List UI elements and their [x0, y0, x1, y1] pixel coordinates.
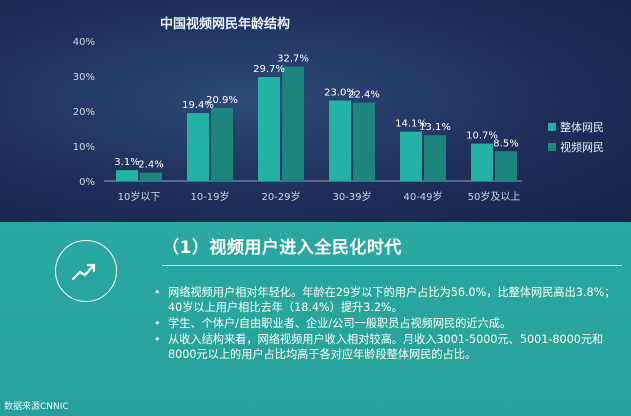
- data-label-video: 20.9%: [206, 95, 238, 106]
- legend-swatch-video: [548, 143, 556, 151]
- bullet-list: 网络视频用户相对年轻化。年龄在29岁以下的用户占比为56.0%，比整体网民高出3…: [152, 285, 620, 363]
- y-tick-label: 30%: [73, 72, 95, 83]
- bar-video: [282, 66, 304, 181]
- bar-chart: 0% 10% 20% 30% 40% 3.1%2.4% 19.4%20.9% 29.7%32…: [73, 37, 522, 203]
- bar-video: [495, 151, 517, 181]
- data-label-video: 2.4%: [138, 160, 163, 171]
- legend-swatch-overall: [548, 123, 556, 131]
- legend-label-video: 视频网民: [560, 141, 604, 154]
- legend-label-overall: 整体网民: [560, 121, 604, 134]
- data-label-overall: 29.7%: [253, 64, 285, 75]
- bar-overall: [400, 131, 422, 181]
- bar-overall: [187, 113, 209, 181]
- bullet-item-occupation: 学生、个体户/自由职业者、企业/公司一般职员占视频网民的近六成。: [152, 316, 620, 331]
- bar-video: [424, 135, 446, 181]
- bar-video: [353, 102, 375, 181]
- chart-panel: [0, 0, 631, 222]
- bar-overall: [329, 100, 351, 181]
- data-source: 数据来源CNNIC: [4, 402, 69, 412]
- bar-video: [211, 107, 233, 181]
- y-tick-label: 40%: [73, 37, 95, 48]
- bar-video: [140, 172, 162, 181]
- x-tick-label: 20-29岁: [261, 190, 300, 203]
- y-tick-label: 20%: [73, 107, 95, 118]
- bullet-item-income: 从收入结构来看，网络视频用户收入相对较高。月收入3001-5000元、5001-…: [152, 332, 620, 362]
- bar-overall: [116, 170, 138, 181]
- x-tick-label: 30-39岁: [332, 190, 371, 203]
- y-tick-label: 10%: [73, 142, 95, 153]
- bar-overall: [471, 143, 493, 181]
- data-label-overall: 10.7%: [466, 131, 498, 142]
- bar-overall: [258, 77, 280, 181]
- data-label-overall: 14.1%: [395, 119, 427, 130]
- heading-divider: [162, 265, 622, 266]
- x-tick-label: 10岁以下: [118, 190, 161, 203]
- x-tick-label: 10-19岁: [190, 190, 229, 203]
- chart-title: 中国视频网民年龄结构: [159, 17, 290, 32]
- data-label-video: 22.4%: [348, 90, 380, 101]
- x-tick-label: 40-49岁: [403, 190, 442, 203]
- section-heading: （1）视频用户进入全民化时代: [162, 238, 402, 258]
- legend-item-overall: 整体网民: [548, 117, 604, 137]
- data-label-video: 13.1%: [419, 122, 451, 133]
- chart-legend: 整体网民 视频网民: [548, 117, 604, 157]
- y-tick-label: 0%: [79, 177, 95, 188]
- trend-chart-icon: [55, 240, 117, 302]
- bullet-item-age: 网络视频用户相对年轻化。年龄在29岁以下的用户占比为56.0%，比整体网民高出3…: [152, 285, 620, 315]
- data-label-video: 32.7%: [277, 54, 309, 65]
- data-label-overall: 23.0%: [324, 88, 356, 99]
- data-label-video: 8.5%: [493, 138, 518, 149]
- legend-item-video: 视频网民: [548, 137, 604, 157]
- data-label-overall: 19.4%: [182, 100, 214, 111]
- data-label-overall: 3.1%: [114, 157, 139, 168]
- x-tick-label: 50岁及以上: [468, 190, 521, 203]
